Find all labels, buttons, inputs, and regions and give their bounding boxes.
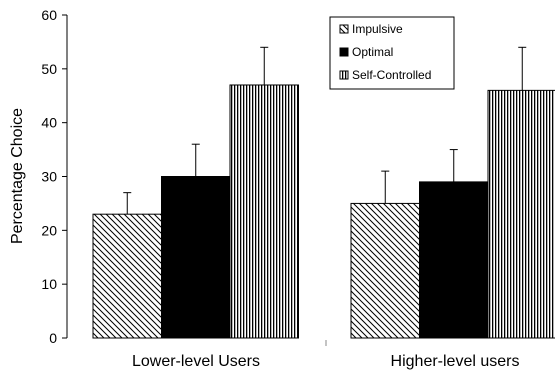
bar-self-controlled-2 [487,89,555,339]
bars [92,46,555,339]
legend-swatch [339,70,349,80]
legend-swatch [339,24,349,34]
axes: 0 10 20 30 40 50 60 [41,7,327,346]
bar-impulsive-2 [350,202,420,339]
legend: Impulsive Optimal Self-Controlled [329,16,455,90]
bar-self-controlled-1 [229,84,299,339]
y-tick-label: 0 [49,330,57,346]
y-tick-label: 40 [41,115,57,131]
y-axis-label: Percentage Choice [9,108,26,244]
legend-label: Self-Controlled [352,68,431,82]
bar-optimal-1 [161,176,231,339]
y-tick-label: 10 [41,276,57,292]
category-label: Higher-level users [391,353,520,370]
legend-box [329,16,455,90]
y-tick-label: 30 [41,169,57,185]
legend-label: Impulsive [352,22,403,36]
category-labels: Lower-level Users Higher-level users [132,353,519,370]
category-label: Lower-level Users [132,353,260,370]
y-tick-label: 50 [41,61,57,77]
y-tick-label: 60 [41,7,57,23]
y-tick-label: 20 [41,222,57,238]
legend-label: Optimal [352,45,393,59]
bar-optimal-2 [419,181,489,339]
legend-swatch [339,47,349,57]
bar-impulsive-1 [92,213,162,339]
